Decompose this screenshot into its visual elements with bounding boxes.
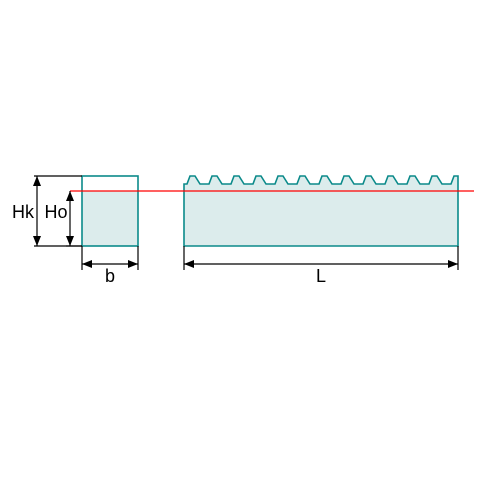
dim-ho: Ho <box>44 191 82 246</box>
rack-dimension-diagram: Hk Ho b L <box>0 0 500 500</box>
b-label: b <box>105 266 115 286</box>
dim-l: L <box>184 246 458 286</box>
cross-section-top-band <box>82 176 138 191</box>
dim-b: b <box>82 246 138 286</box>
rack-body <box>184 176 458 246</box>
l-label: L <box>316 266 326 286</box>
ho-label: Ho <box>44 202 67 222</box>
hk-label: Hk <box>12 202 35 222</box>
